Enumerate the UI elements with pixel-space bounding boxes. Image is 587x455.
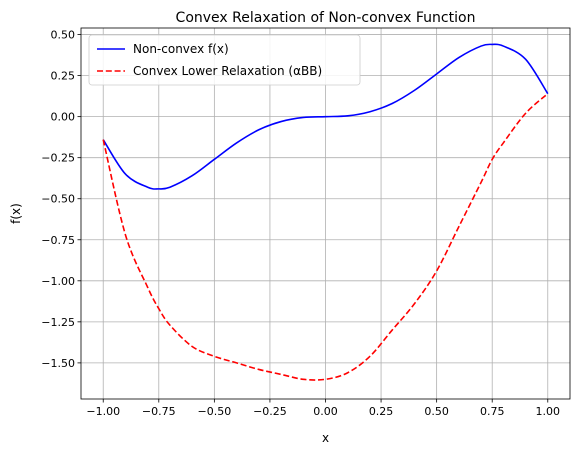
x-tick-label: 0.50: [424, 405, 449, 418]
x-tick-label: −0.25: [253, 405, 287, 418]
series-lines: [102, 43, 549, 381]
y-tick-label: 0.25: [51, 70, 76, 83]
x-tick-label: 0.75: [480, 405, 505, 418]
y-tick-label: 0.50: [51, 29, 76, 42]
series-line-convex-relaxation: [102, 93, 549, 381]
legend-label: Non-convex f(x): [133, 42, 229, 56]
x-axis-title: x: [322, 431, 329, 445]
x-tick-label: 0.25: [369, 405, 394, 418]
y-tick-label: −1.00: [41, 275, 75, 288]
series-line-nonconvex: [102, 43, 549, 190]
x-tick-label: 0.00: [313, 405, 338, 418]
y-tick-label: −1.50: [41, 357, 75, 370]
legend-label: Convex Lower Relaxation (αBB): [133, 64, 322, 78]
y-tick-label: −0.25: [41, 152, 75, 165]
legend-box: [88, 34, 361, 86]
x-tick-label: −0.50: [198, 405, 232, 418]
y-tick-label: −0.75: [41, 234, 75, 247]
x-tick-label: 1.00: [536, 405, 561, 418]
y-tick-label: 0.00: [51, 111, 76, 124]
y-axis-title: f(x): [9, 203, 23, 224]
y-tick-label: −1.25: [41, 316, 75, 329]
legend: Non-convex f(x) Convex Lower Relaxation (…: [88, 34, 361, 86]
axis-ticks: −1.00 −0.75 −0.50 −0.25 0.00 0.25 0.50 0.75 1.00…: [41, 29, 560, 418]
x-tick-label: −0.75: [142, 405, 176, 418]
y-tick-label: −0.50: [41, 193, 75, 206]
chart-title: Convex Relaxation of Non-convex Function: [176, 10, 476, 26]
x-tick-label: −1.00: [86, 405, 120, 418]
